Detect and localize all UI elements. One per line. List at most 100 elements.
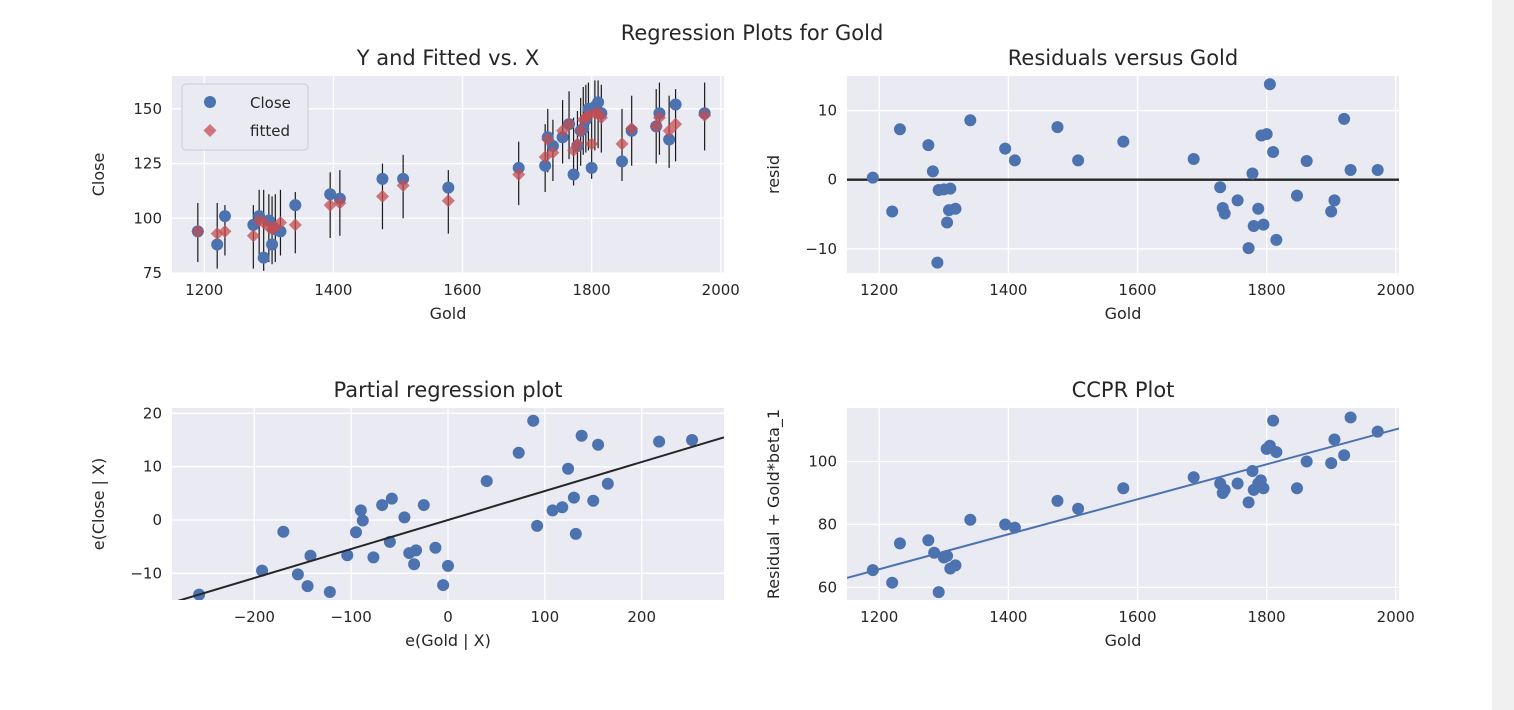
x-tick-label: 100 xyxy=(531,608,560,626)
x-tick-label: 0 xyxy=(443,608,453,626)
close-point xyxy=(592,96,605,109)
fitted-point xyxy=(323,198,337,212)
panel-title: CCPR Plot xyxy=(1072,378,1175,402)
close-point xyxy=(567,168,580,181)
y-axis-label: Close xyxy=(89,153,108,197)
y-tick-label: 75 xyxy=(143,264,162,282)
x-tick-label: −100 xyxy=(331,608,372,626)
fitted-point xyxy=(541,132,555,146)
data-point xyxy=(1051,494,1064,507)
data-point xyxy=(256,564,269,577)
data-point xyxy=(410,544,423,557)
data-point xyxy=(277,525,290,538)
x-tick-label: 2000 xyxy=(702,281,740,299)
data-point xyxy=(1072,154,1085,167)
data-point xyxy=(1290,482,1303,495)
data-point xyxy=(512,446,525,459)
x-tick-label: 200 xyxy=(627,608,656,626)
fitted-point xyxy=(375,189,389,203)
data-point xyxy=(1117,135,1130,148)
fitted-point xyxy=(546,146,560,160)
data-point xyxy=(944,182,957,195)
data-point xyxy=(527,414,540,427)
data-point xyxy=(592,438,605,451)
x-axis-label: Gold xyxy=(1105,304,1142,323)
data-point xyxy=(1257,218,1270,231)
close-point xyxy=(556,131,569,144)
data-point xyxy=(408,558,421,571)
fitted-point xyxy=(218,224,232,238)
x-tick-label: 1800 xyxy=(573,281,611,299)
data-point xyxy=(1051,121,1064,134)
data-point xyxy=(1242,496,1255,509)
data-point xyxy=(1242,242,1255,255)
plot-marks-partial xyxy=(177,414,724,600)
close-point xyxy=(376,172,389,185)
fitted-point xyxy=(191,224,205,238)
fitted-point xyxy=(594,111,608,125)
data-point xyxy=(1218,483,1231,496)
data-point xyxy=(949,202,962,215)
x-tick-label: 1600 xyxy=(1118,281,1156,299)
y-axis-label: e(Close | X) xyxy=(89,458,108,550)
data-point xyxy=(999,518,1012,531)
data-point xyxy=(442,559,454,572)
data-point xyxy=(964,513,977,526)
panel-resid: 1200 1400 1600 1800 2000 −10 0 10 Residuals vers… xyxy=(764,46,1415,323)
data-point xyxy=(1247,219,1260,232)
x-axis-label: Gold xyxy=(1105,631,1142,650)
data-point xyxy=(941,216,954,229)
data-point xyxy=(1338,449,1351,462)
data-point xyxy=(999,142,1012,155)
data-point xyxy=(1325,205,1338,218)
data-point xyxy=(922,139,935,152)
x-tick-label: 1400 xyxy=(314,281,352,299)
data-point xyxy=(569,527,582,540)
x-tick-label: 1200 xyxy=(860,281,898,299)
data-point xyxy=(1267,414,1280,427)
legend-marker-fitted xyxy=(203,124,217,137)
data-point xyxy=(1246,167,1259,180)
plot-marks-yfitted xyxy=(191,80,712,271)
fit-line xyxy=(847,427,1399,579)
y-tick-label: 100 xyxy=(133,209,162,227)
y-tick-label: 10 xyxy=(818,102,837,120)
y-tick-label: 100 xyxy=(808,453,837,471)
y-tick-label: 80 xyxy=(818,515,837,533)
data-point xyxy=(1008,154,1021,167)
x-tick-label: 1400 xyxy=(989,608,1027,626)
fitted-point xyxy=(512,168,526,181)
data-point xyxy=(1325,457,1338,470)
fitted-point xyxy=(574,124,588,138)
data-point xyxy=(575,429,588,442)
plot-area-resid xyxy=(847,76,1399,273)
data-point xyxy=(1008,521,1021,534)
data-point xyxy=(1187,152,1200,165)
fitted-point xyxy=(288,218,302,232)
data-point xyxy=(1263,78,1276,91)
close-point xyxy=(512,161,525,174)
data-point xyxy=(1072,502,1085,515)
y-tick-label: 150 xyxy=(133,100,162,118)
y-axis-label: resid xyxy=(764,155,783,194)
data-point xyxy=(1257,482,1270,495)
close-point xyxy=(211,238,224,251)
fitted-point xyxy=(396,178,410,192)
close-point xyxy=(442,181,455,194)
data-point xyxy=(304,549,317,562)
close-point xyxy=(266,238,279,251)
fit-line xyxy=(177,436,724,600)
close-point xyxy=(615,155,628,168)
y-axis-label: Residual + Gold*beta_1 xyxy=(764,409,784,599)
data-point xyxy=(301,580,314,593)
vertical-scrollbar[interactable] xyxy=(1492,0,1514,710)
fitted-point xyxy=(441,194,455,208)
fitted-point xyxy=(556,124,570,138)
close-point xyxy=(218,210,231,223)
panel-ccpr: 1200 1400 1600 1800 2000 60 80 100 CCPR Plot Gold… xyxy=(764,378,1415,650)
data-point xyxy=(964,114,977,127)
x-tick-label: −200 xyxy=(234,608,275,626)
y-tick-label: 10 xyxy=(143,458,162,476)
data-point xyxy=(866,171,879,184)
